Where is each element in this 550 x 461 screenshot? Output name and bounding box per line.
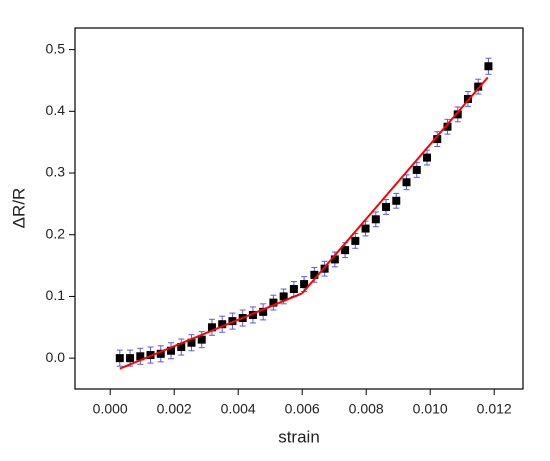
x-tick-label: 0.012 [477,401,512,417]
x-tick-label: 0.000 [93,401,128,417]
y-tick-label: 0.3 [46,164,66,180]
data-point [156,349,165,358]
data-point [412,165,421,174]
data-point [351,236,360,245]
data-point [218,320,227,329]
x-tick-label: 0.004 [221,401,256,417]
data-point [289,285,298,294]
x-tick-label: 0.002 [157,401,192,417]
data-point [197,335,206,344]
data-point [207,323,216,332]
data-point [279,292,288,301]
data-point [177,343,186,352]
x-tick-label: 0.010 [413,401,448,417]
y-axis-title: ΔR/R [9,188,28,229]
data-point [453,110,462,119]
y-tick-label: 0.4 [46,102,66,118]
data-point [484,62,493,71]
data-point [341,246,350,255]
data-point [300,280,309,289]
data-point [126,354,135,363]
data-point [136,352,145,361]
fit-line [119,292,303,370]
fit-line [301,76,489,295]
data-point [115,354,124,363]
data-point [310,270,319,279]
y-tick-label: 0.5 [46,40,66,56]
data-point [474,82,483,91]
data-point [443,122,452,131]
data-point [269,298,278,307]
y-tick-label: 0.2 [46,225,66,241]
data-point [371,215,380,224]
data-point [361,224,370,233]
data-point [248,310,257,319]
data-point [187,338,196,347]
data-point [330,255,339,264]
y-tick-label: 0.0 [46,349,66,365]
data-point [382,202,391,211]
plot-frame [74,27,524,390]
data-point [423,153,431,162]
x-tick-label: 0.006 [285,401,320,417]
data-point [402,178,411,187]
data-point [259,307,268,316]
x-axis-title: strain [278,427,320,446]
y-tick-label: 0.1 [46,287,66,303]
data-point [167,346,175,355]
data-point [433,135,442,144]
data-point [392,196,401,205]
x-tick-label: 0.008 [349,401,384,417]
